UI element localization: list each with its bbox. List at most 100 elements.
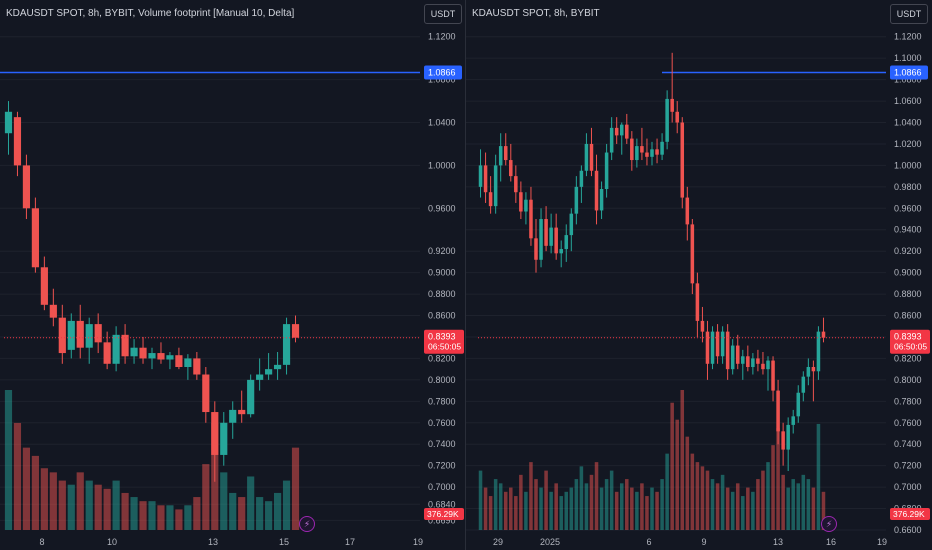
currency-button[interactable]: USDT [424,4,462,24]
candle-body [579,170,584,187]
candle-body [630,138,634,161]
volume-bar [31,455,39,530]
price-tick-label: 0.6600 [894,525,922,535]
lightning-icon[interactable]: ⚡ [821,516,837,532]
volume-bar [121,492,129,530]
volume-bar [509,487,513,530]
volume-bar [675,419,679,530]
volume-badge [890,508,930,520]
candle-body [700,320,705,332]
price-tick-label: 0.7000 [894,482,922,492]
candle-body [544,219,548,246]
volume-bar [635,491,639,530]
candle-body [821,331,826,338]
volume-bar [291,447,300,530]
volume-bar [781,474,785,530]
candle-body [635,146,639,161]
candle-body [650,149,654,157]
hline-price-label: 1.0866 [894,68,922,78]
price-tick-label: 0.8000 [428,375,456,385]
candlestick-chart-right[interactable]: 1.1200 1.1000 1.0800 1.0600 1.0400 1.0200 1.00… [466,0,932,550]
candle-body [594,170,599,211]
hline-price-badge [424,65,462,80]
candle-body [85,324,93,348]
volume-bar [139,501,147,530]
chart-pane-standard[interactable]: 1.1200 1.1000 1.0800 1.0600 1.0400 1.0200 1.00… [466,0,932,550]
volume-bar [609,470,614,530]
volume-bar [103,488,111,530]
volume-bar [58,480,66,530]
last-price-label: 0.8393 [894,332,922,342]
price-tick-label: 0.7400 [894,439,922,449]
volume-bar [22,447,31,530]
volume-bar [766,462,770,530]
candle-body [549,227,553,246]
candle-body [94,324,102,343]
volume-label: 376.29K [427,509,459,519]
pane-divider[interactable] [465,0,466,550]
volume-bar [625,479,629,530]
candle-body [675,111,679,123]
time-tick-label: 15 [279,537,289,547]
candle-body [103,342,111,364]
volume-bar [619,483,624,530]
lightning-icon[interactable]: ⚡ [299,516,315,532]
time-tick-label: 13 [208,537,218,547]
volume-bar [816,423,821,530]
countdown-label: 06:50:05 [894,342,927,352]
volume-bar [229,492,237,530]
candle-body [584,143,589,171]
candle-body [665,98,669,142]
chart-pane-footprint[interactable]: 1.1200 1.0800 1.0400 1.0000 0.9600 0.9200 0.90… [0,0,466,550]
volume-bar [735,483,740,530]
volume-bar [614,491,619,530]
chart-legend: KDAUSDT SPOT, 8h, BYBIT, Volume footprin… [6,8,295,19]
candle-body [139,347,147,359]
volume-badge [424,508,464,520]
candle-body [614,127,619,136]
price-tick-label: 0.6690 [428,515,456,525]
currency-button[interactable]: USDT [890,4,928,24]
candle-body [121,334,129,357]
candle-body [730,345,735,370]
candle-body [247,379,255,415]
volume-bar [220,472,228,530]
time-tick-label: 13 [773,537,783,547]
time-tick-label: 6 [646,537,651,547]
price-tick-label: 0.9400 [894,225,922,235]
volume-bar [771,445,775,530]
price-tick-label: 1.0800 [894,75,922,85]
volume-bar [193,497,201,530]
candle-body [645,152,649,157]
volume-bar [710,479,715,530]
volume-bar [549,491,553,530]
volume-bar [584,483,589,530]
candle-body [564,235,569,250]
candle-body [503,146,508,161]
candle-body [76,320,84,348]
volume-bar [273,492,282,530]
volume-bar [751,491,755,530]
price-tick-label: 1.1200 [428,32,456,42]
candle-body [604,152,609,189]
candle-body [796,392,801,417]
volume-bar [806,479,811,530]
candle-body [695,283,700,321]
volume-bar [685,436,690,530]
volume-bar [157,505,165,530]
candlestick-chart-left[interactable]: 1.1200 1.0800 1.0400 1.0000 0.9600 0.9200 0.90… [0,0,466,550]
volume-bar [640,483,644,530]
candle-body [710,331,715,364]
candle-body [229,409,237,423]
candle-body [599,188,604,211]
candle-body [660,141,664,155]
price-tick-label: 0.8000 [894,375,922,385]
price-tick-label: 0.7200 [428,461,456,471]
candle-body [514,176,518,193]
candle-body [220,422,228,455]
candle-body [256,374,264,380]
volume-bar [650,487,654,530]
volume-bar [85,480,93,530]
volume-bar [265,501,273,530]
candle-body [273,364,282,370]
